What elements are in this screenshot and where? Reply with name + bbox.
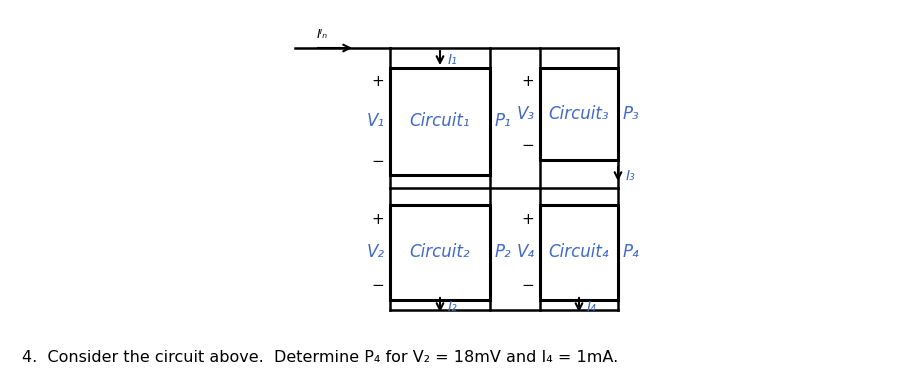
Text: −: − [521,139,534,154]
Text: 4.  Consider the circuit above.  Determine P₄ for V₂ = 18mV and I₄ = 1mA.: 4. Consider the circuit above. Determine… [22,350,618,365]
Text: P₁: P₁ [495,112,511,130]
Text: P₂: P₂ [495,243,511,261]
Text: Circuit₃: Circuit₃ [549,105,610,123]
Text: P₃: P₃ [623,105,640,123]
Text: I₄: I₄ [587,300,597,314]
Text: −: − [371,278,384,293]
Text: V₄: V₄ [517,243,535,261]
Text: +: + [371,75,384,90]
Bar [540,68,618,160]
Text: Iᴵₙ: Iᴵₙ [317,28,329,41]
Text: V₃: V₃ [517,105,535,123]
Text: Circuit₂: Circuit₂ [410,243,470,261]
Bar [540,205,618,300]
Text: I₂: I₂ [448,300,458,314]
Text: +: + [371,211,384,226]
Text: I₃: I₃ [626,169,636,183]
Text: V₂: V₂ [367,243,385,261]
Text: +: + [521,211,534,226]
Text: +: + [521,75,534,90]
Text: V₁: V₁ [367,112,385,130]
Text: I₁: I₁ [448,53,458,67]
Text: Circuit₄: Circuit₄ [549,243,610,261]
Text: P₄: P₄ [623,243,640,261]
Text: −: − [521,278,534,293]
Text: Circuit₁: Circuit₁ [410,112,470,130]
Bar [390,68,490,175]
Text: −: − [371,154,384,169]
Bar [390,205,490,300]
